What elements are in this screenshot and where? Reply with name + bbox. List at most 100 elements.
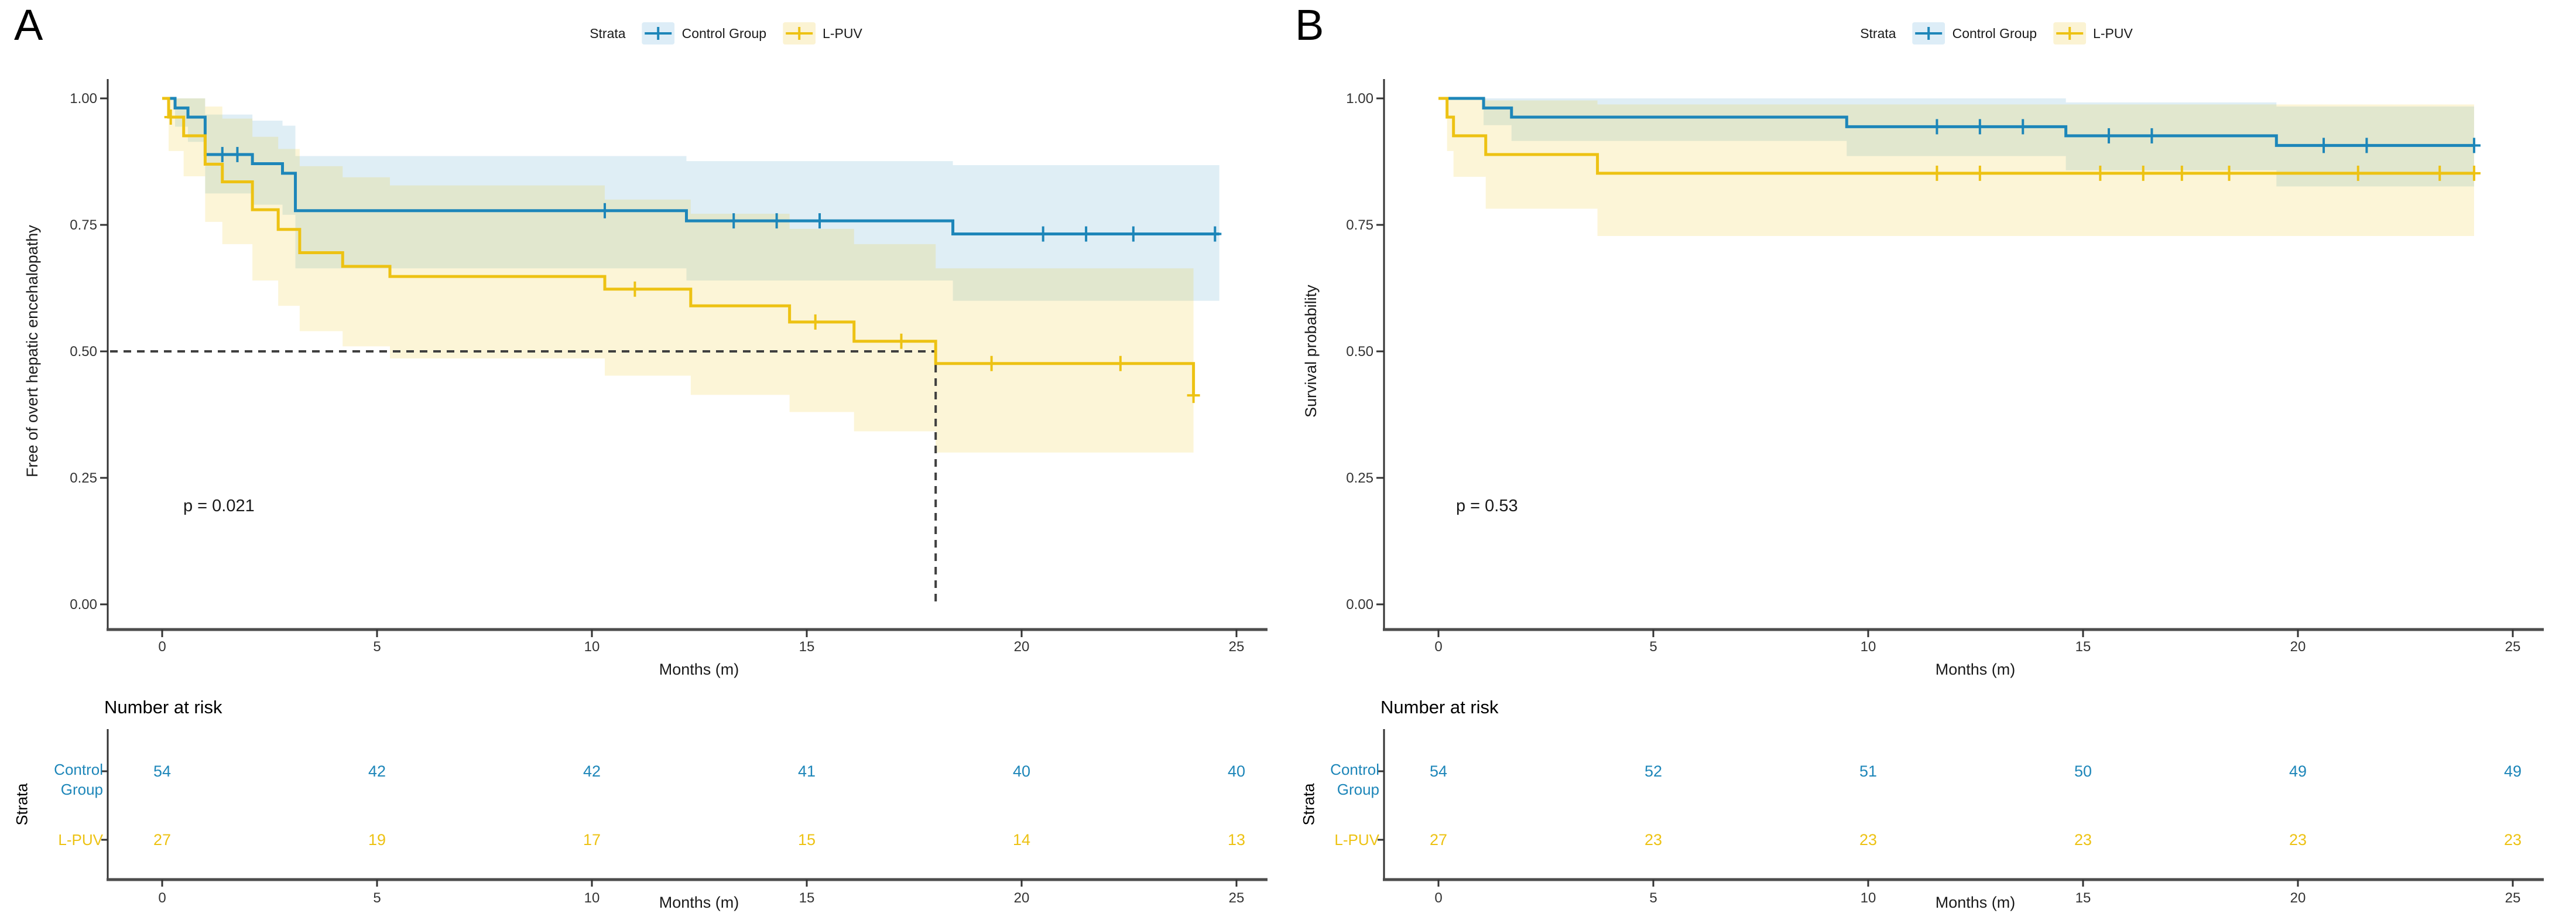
risk-count-control-group: 41 <box>798 762 816 780</box>
x-axis-title-panel-a: Months (m) <box>659 661 739 678</box>
x-tick-label: 0 <box>1434 639 1442 655</box>
strata-axis-label-panel-b: Strata <box>1300 783 1318 826</box>
y-tick-label: 0.00 <box>70 597 97 613</box>
legend-item-control-group: Control Group <box>1912 22 2037 45</box>
x-tick-label: 5 <box>373 639 381 655</box>
y-tick-label: 0.25 <box>1346 470 1373 486</box>
risk-count-l-puv: 13 <box>1228 831 1245 849</box>
risk-count-control-group: 42 <box>368 762 386 780</box>
l-puv-key-icon <box>783 22 816 45</box>
risk-x-tick-label: 15 <box>2075 890 2091 906</box>
l-puv-key-icon <box>2053 22 2087 45</box>
risk-count-l-puv: 23 <box>1645 831 1662 849</box>
risk-count-control-group: 49 <box>2504 762 2522 780</box>
risk-count-l-puv: 23 <box>2289 831 2307 849</box>
y-tick-label: 0.50 <box>1346 344 1373 360</box>
survival-curve-l-puv-A <box>162 97 1195 396</box>
control-group-key-icon <box>642 22 675 45</box>
x-tick-label: 25 <box>1229 639 1245 655</box>
risk-count-control-group: 54 <box>1430 762 1447 780</box>
y-tick-label: 0.50 <box>70 344 97 360</box>
legend-item-label: Control Group <box>1952 25 2037 41</box>
x-tick-label: 25 <box>2505 639 2521 655</box>
risk-count-l-puv: 15 <box>798 831 816 849</box>
y-tick-label: 1.00 <box>1346 91 1373 107</box>
risk-x-tick-label: 10 <box>1861 890 1876 906</box>
risk-count-control-group: 50 <box>2074 762 2092 780</box>
y-tick-label: 0.25 <box>70 470 97 486</box>
risk-x-tick-label: 20 <box>1014 890 1030 906</box>
y-tick-label: 0.00 <box>1346 597 1373 613</box>
legend-item-label: L-PUV <box>823 25 862 41</box>
risk-count-l-puv: 14 <box>1013 831 1030 849</box>
risk-count-control-group: 42 <box>583 762 601 780</box>
risk-x-tick-label: 10 <box>584 890 600 906</box>
legend-item-control-group: Control Group <box>642 22 766 45</box>
risk-x-tick-label: 25 <box>1229 890 1245 906</box>
x-tick-label: 20 <box>2290 639 2306 655</box>
risk-count-l-puv: 23 <box>2074 831 2092 849</box>
x-axis-title-panel-b: Months (m) <box>1935 661 2016 678</box>
risk-count-l-puv: 27 <box>153 831 171 849</box>
legend-panel-b: Strata Control Group L-PUV <box>1860 22 2133 45</box>
risk-count-control-group: 40 <box>1013 762 1030 780</box>
y-axis-title-panel-a: Free of overt hepatic encehalopathy <box>23 225 41 478</box>
y-tick-label: 1.00 <box>70 91 97 107</box>
risk-x-tick-label: 20 <box>2290 890 2306 906</box>
risk-x-tick-label: 0 <box>158 890 166 906</box>
legend-item-l-puv: L-PUV <box>2053 22 2133 45</box>
risk-count-l-puv: 23 <box>1859 831 1877 849</box>
x-tick-label: 10 <box>584 639 600 655</box>
p-value-panel-a: p = 0.021 <box>183 497 255 515</box>
x-tick-label: 15 <box>2075 639 2091 655</box>
legend-panel-a: Strata Control Group L-PUV <box>590 22 862 45</box>
risk-x-tick-label: 5 <box>1649 890 1657 906</box>
survival-curve-control-group-B <box>1438 97 2474 147</box>
x-tick-label: 0 <box>158 639 166 655</box>
risk-x-axis-title-panel-b: Months (m) <box>1935 894 2016 911</box>
risk-count-l-puv: 17 <box>583 831 601 849</box>
risk-row-label-l-puv: L-PUV <box>58 831 103 849</box>
x-tick-label: 20 <box>1014 639 1030 655</box>
legend-item-label: L-PUV <box>2093 25 2133 41</box>
risk-count-control-group: 51 <box>1859 762 1877 780</box>
y-axis-title-panel-b: Survival probability <box>1302 285 1320 418</box>
risk-x-tick-label: 15 <box>799 890 815 906</box>
strata-axis-label-panel-a: Strata <box>13 783 31 826</box>
y-tick-label: 0.75 <box>70 217 97 233</box>
survival-curve-l-puv-B <box>1438 97 2474 175</box>
risk-x-tick-label: 5 <box>373 890 381 906</box>
risk-count-l-puv: 23 <box>2504 831 2522 849</box>
p-value-panel-b: p = 0.53 <box>1456 497 1518 515</box>
risk-x-tick-label: 25 <box>2505 890 2521 906</box>
legend-item-l-puv: L-PUV <box>783 22 862 45</box>
risk-x-axis-title-panel-a: Months (m) <box>659 894 739 911</box>
risk-x-tick-label: 0 <box>1434 890 1442 906</box>
risk-count-l-puv: 19 <box>368 831 386 849</box>
legend-title: Strata <box>590 25 626 41</box>
ci-ribbon-l-puv-A <box>162 98 1194 453</box>
risk-count-control-group: 54 <box>153 762 171 780</box>
ci-ribbon-l-puv-B <box>1438 98 2474 237</box>
legend-item-label: Control Group <box>681 25 767 41</box>
risk-table-title-panel-b: Number at risk <box>1381 697 1499 717</box>
ci-ribbon-control-group-B <box>1438 98 2474 187</box>
risk-row-label-control-group: Control Group <box>1330 761 1379 798</box>
y-tick-label: 0.75 <box>1346 217 1373 233</box>
x-tick-label: 5 <box>1649 639 1657 655</box>
risk-count-control-group: 49 <box>2289 762 2307 780</box>
risk-count-l-puv: 27 <box>1430 831 1447 849</box>
ci-ribbon-control-group-A <box>162 98 1220 301</box>
risk-table-title-panel-a: Number at risk <box>104 697 222 717</box>
panel-a-label: A <box>14 1 43 49</box>
risk-count-control-group: 52 <box>1645 762 1662 780</box>
panel-b-label: B <box>1295 1 1324 49</box>
control-group-key-icon <box>1912 22 1945 45</box>
risk-row-label-control-group: Control Group <box>54 761 103 798</box>
risk-row-label-l-puv: L-PUV <box>1334 831 1379 849</box>
risk-count-control-group: 40 <box>1228 762 1245 780</box>
x-tick-label: 10 <box>1861 639 1876 655</box>
x-tick-label: 15 <box>799 639 815 655</box>
